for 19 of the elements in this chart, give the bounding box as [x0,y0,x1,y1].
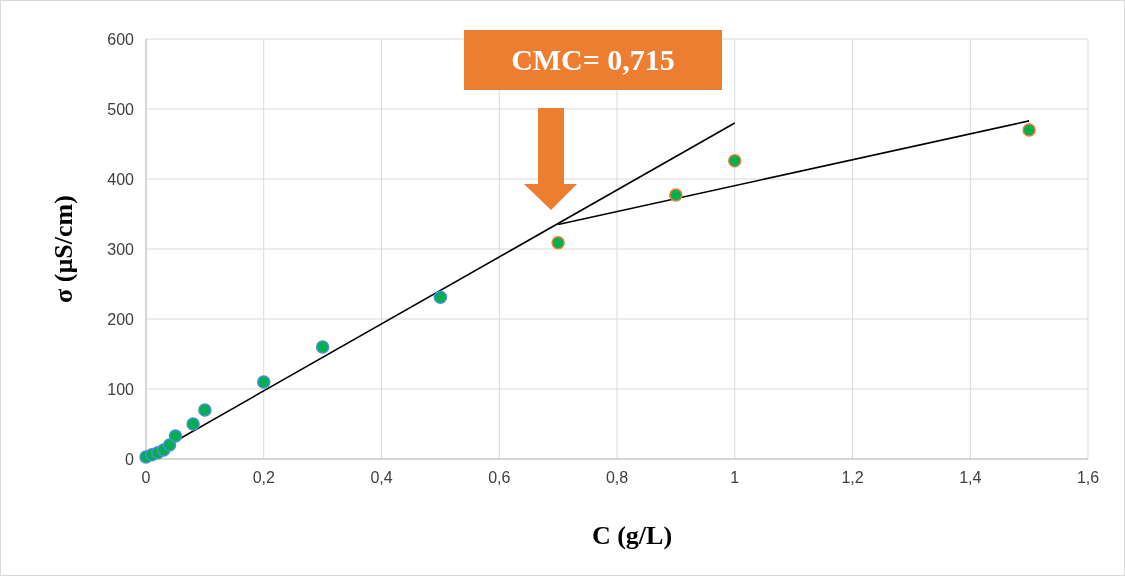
x-tick-label: 0 [141,469,151,486]
x-tick-label: 1,2 [841,469,864,486]
y-tick-label: 500 [107,101,135,118]
x-tick-label: 0,2 [252,469,275,486]
y-tick-label: 0 [125,451,135,468]
y-tick-label: 600 [107,31,135,48]
x-tick-label: 1,6 [1076,469,1100,486]
x-axis-title: C (g/L) [591,521,673,550]
y-tick-label: 400 [107,171,135,188]
y-tick-label: 100 [107,381,135,398]
x-tick-label: 0,4 [370,469,393,486]
x-tick-label: 0,8 [605,469,629,486]
y-tick-label: 300 [107,241,135,258]
x-tick-label: 0,6 [488,469,511,486]
x-tick-label: 1 [730,469,740,486]
annotation: CMC= 0,715 [511,43,675,76]
y-tick-label: 200 [107,311,135,328]
y-axis-title: σ (µS/cm) [49,195,78,303]
x-tick-label: 1,4 [959,469,982,486]
